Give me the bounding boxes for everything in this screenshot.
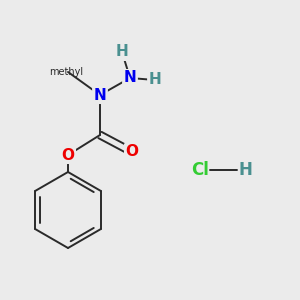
Text: H: H [148, 73, 161, 88]
Text: H: H [238, 161, 252, 179]
Text: methyl: methyl [49, 67, 83, 77]
Text: N: N [124, 70, 136, 86]
Text: N: N [94, 88, 106, 103]
Text: Cl: Cl [191, 161, 209, 179]
Text: O: O [61, 148, 74, 163]
Text: O: O [125, 145, 139, 160]
Text: H: H [116, 44, 128, 59]
